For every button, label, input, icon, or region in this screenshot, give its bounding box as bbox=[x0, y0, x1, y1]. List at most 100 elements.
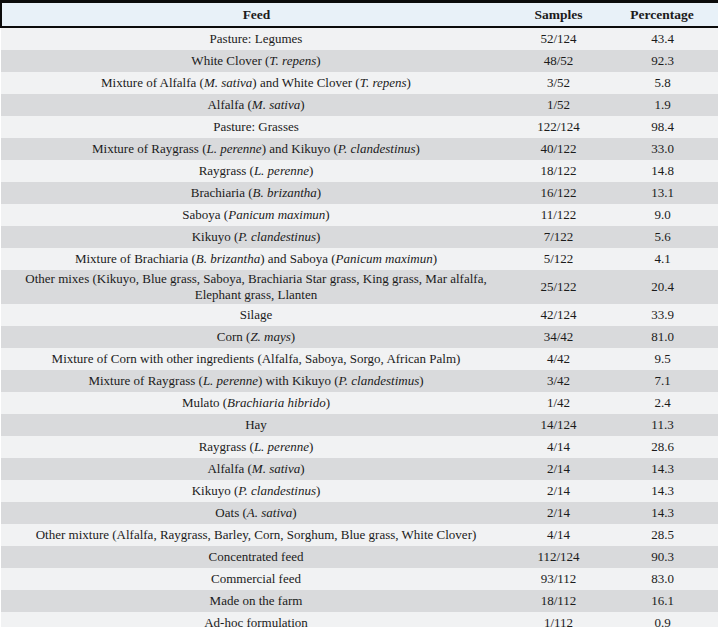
table-row: Made on the farm18/11216.1 bbox=[1, 590, 718, 612]
table-row: Mixture of Corn with other ingredients (… bbox=[1, 348, 718, 370]
feed-latin-name: A. sativa bbox=[247, 505, 293, 520]
table-row: Mixture of Brachiaria (B. brizantha) and… bbox=[1, 248, 718, 270]
samples-cell: 3/52 bbox=[511, 72, 606, 94]
percentage-cell: 33.9 bbox=[606, 304, 718, 326]
feed-latin-name: Brachiaria hibrido bbox=[227, 395, 326, 410]
samples-cell: 2/14 bbox=[511, 502, 606, 524]
feed-text-segment: ) bbox=[300, 461, 304, 476]
feed-cell: Mixture of Brachiaria (B. brizantha) and… bbox=[1, 248, 511, 270]
feed-text-segment: ) bbox=[317, 185, 321, 200]
table-row: Other mixture (Alfalfa, Raygrass, Barley… bbox=[1, 524, 718, 546]
feed-text-segment: ) bbox=[407, 75, 411, 90]
feed-latin-name: L. perenne bbox=[203, 373, 258, 388]
percentage-cell: 33.0 bbox=[606, 138, 718, 160]
feed-text-segment: Pasture: Grasses bbox=[213, 119, 299, 134]
feed-text-segment: ) bbox=[316, 53, 320, 68]
feed-text-segment: Mixture of Alfalfa ( bbox=[101, 75, 204, 90]
samples-cell: 52/124 bbox=[511, 27, 606, 50]
feed-text-segment: Commercial feed bbox=[211, 571, 301, 586]
feed-latin-name: Z. mays bbox=[250, 329, 290, 344]
feed-latin-name: T. repens bbox=[360, 75, 407, 90]
percentage-cell: 98.4 bbox=[606, 116, 718, 138]
feed-text-segment: Pasture: Legumes bbox=[210, 31, 303, 46]
feed-text-segment: ) bbox=[416, 141, 420, 156]
feed-text-segment: Alfalfa ( bbox=[207, 97, 251, 112]
table-row: White Clover (T. repens)48/5292.3 bbox=[1, 50, 718, 72]
feed-text-segment: Alfalfa ( bbox=[207, 461, 251, 476]
table-row: Kikuyo (P. clandestinus)2/1414.3 bbox=[1, 480, 718, 502]
percentage-cell: 7.1 bbox=[606, 370, 718, 392]
table-row: Kikuyo (P. clandestinus)7/1225.6 bbox=[1, 226, 718, 248]
table-body: Pasture: Legumes52/12443.4White Clover (… bbox=[1, 27, 718, 627]
feed-text-segment: ) with Kikuyo ( bbox=[258, 373, 339, 388]
feed-latin-name: B. brizantha bbox=[253, 185, 317, 200]
samples-cell: 34/42 bbox=[511, 326, 606, 348]
feed-cell: Pasture: Grasses bbox=[1, 116, 511, 138]
feed-text-segment: Silage bbox=[240, 307, 273, 322]
feed-cell: Made on the farm bbox=[1, 590, 511, 612]
feed-latin-name: T. repens bbox=[269, 53, 316, 68]
feed-text-segment: Hay bbox=[245, 417, 267, 432]
feed-text-segment: ) and White Clover ( bbox=[252, 75, 359, 90]
samples-cell: 40/122 bbox=[511, 138, 606, 160]
feed-cell: Commercial feed bbox=[1, 568, 511, 590]
samples-cell: 48/52 bbox=[511, 50, 606, 72]
feed-cell: Oats (A. sativa) bbox=[1, 502, 511, 524]
feed-cell: Kikuyo (P. clandestinus) bbox=[1, 480, 511, 502]
feed-text-segment: Raygrass ( bbox=[199, 163, 254, 178]
samples-cell: 112/124 bbox=[511, 546, 606, 568]
percentage-cell: 16.1 bbox=[606, 590, 718, 612]
feed-text-segment: Mixture of Corn with other ingredients (… bbox=[52, 351, 461, 366]
feed-latin-name: M. sativa bbox=[252, 461, 300, 476]
feed-cell: Ad-hoc formulation bbox=[1, 612, 511, 627]
samples-cell: 5/122 bbox=[511, 248, 606, 270]
samples-cell: 1/52 bbox=[511, 94, 606, 116]
feed-cell: Kikuyo (P. clandestinus) bbox=[1, 226, 511, 248]
percentage-cell: 28.5 bbox=[606, 524, 718, 546]
percentage-cell: 13.1 bbox=[606, 182, 718, 204]
feed-text-segment: ) bbox=[309, 163, 313, 178]
table-row: Silage42/12433.9 bbox=[1, 304, 718, 326]
feed-cell: Raygrass (L. perenne) bbox=[1, 436, 511, 458]
feed-cell: Mixture of Raygrass (L. perenne) with Ki… bbox=[1, 370, 511, 392]
table-row: Commercial feed93/11283.0 bbox=[1, 568, 718, 590]
feed-cell: Corn (Z. mays) bbox=[1, 326, 511, 348]
percentage-cell: 20.4 bbox=[606, 270, 718, 304]
feed-cell: Raygrass (L. perenne) bbox=[1, 160, 511, 182]
feed-text-segment: ) and Saboya ( bbox=[260, 251, 335, 266]
table-row: Alfalfa (M. sativa)1/521.9 bbox=[1, 94, 718, 116]
feed-text-segment: ) bbox=[326, 395, 330, 410]
table-row: Raygrass (L. perenne)18/12214.8 bbox=[1, 160, 718, 182]
feed-latin-name: L. perenne bbox=[254, 163, 309, 178]
feed-text-segment: Oats ( bbox=[215, 505, 246, 520]
feed-text-segment: Kikuyo ( bbox=[192, 483, 239, 498]
feed-text-segment: Made on the farm bbox=[210, 593, 303, 608]
percentage-cell: 14.3 bbox=[606, 480, 718, 502]
table-row: Mixture of Alfalfa (M. sativa) and White… bbox=[1, 72, 718, 94]
samples-cell: 2/14 bbox=[511, 480, 606, 502]
feed-cell: White Clover (T. repens) bbox=[1, 50, 511, 72]
samples-cell: 4/14 bbox=[511, 436, 606, 458]
percentage-cell: 14.8 bbox=[606, 160, 718, 182]
percentage-cell: 43.4 bbox=[606, 27, 718, 50]
feed-text-segment: Kikuyo ( bbox=[192, 229, 239, 244]
percentage-cell: 5.6 bbox=[606, 226, 718, 248]
feed-cell: Brachiaria (B. brizantha) bbox=[1, 182, 511, 204]
feed-cell: Mixture of Corn with other ingredients (… bbox=[1, 348, 511, 370]
feed-text-segment: ) bbox=[316, 229, 320, 244]
percentage-cell: 92.3 bbox=[606, 50, 718, 72]
feed-text-segment: ) bbox=[291, 329, 295, 344]
percentage-cell: 5.8 bbox=[606, 72, 718, 94]
table-row: Corn (Z. mays)34/4281.0 bbox=[1, 326, 718, 348]
feed-text-segment: Mixture of Raygrass ( bbox=[88, 373, 202, 388]
table-row: Pasture: Legumes 52/12443.4 bbox=[1, 27, 718, 50]
table-row: Mulato (Brachiaria hibrido)1/422.4 bbox=[1, 392, 718, 414]
feed-text-segment: ) and Kikuyo ( bbox=[262, 141, 338, 156]
feed-cell: Concentrated feed bbox=[1, 546, 511, 568]
percentage-cell: 90.3 bbox=[606, 546, 718, 568]
feed-text-segment: ) bbox=[316, 483, 320, 498]
feed-text-segment: Saboya ( bbox=[182, 207, 228, 222]
feed-cell: Mixture of Alfalfa (M. sativa) and White… bbox=[1, 72, 511, 94]
feed-cell: Other mixes (Kikuyo, Blue grass, Saboya,… bbox=[1, 270, 511, 304]
percentage-cell: 28.6 bbox=[606, 436, 718, 458]
